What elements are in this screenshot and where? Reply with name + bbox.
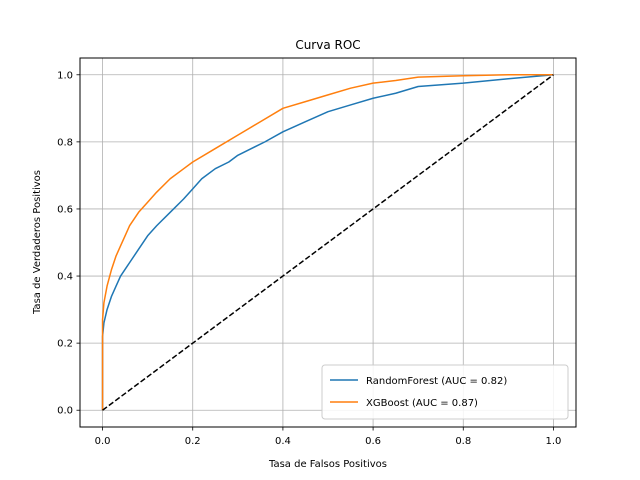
y-tick-label: 0.6 — [57, 204, 73, 215]
roc-curve-xgboost — [101, 74, 554, 411]
legend-label: XGBoost (AUC = 0.87) — [366, 398, 478, 409]
x-tick-label: 0.8 — [455, 436, 471, 447]
x-tick-label: 0.0 — [95, 436, 111, 447]
chart-title: Curva ROC — [295, 38, 360, 52]
series-layer — [101, 74, 554, 411]
y-tick-label: 0.2 — [57, 339, 73, 350]
x-tick-label: 0.4 — [275, 436, 291, 447]
y-axis-title: Tasa de Verdaderos Positivos — [32, 170, 43, 315]
y-tick-label: 0.0 — [57, 406, 73, 417]
x-tick-label: 1.0 — [546, 436, 562, 447]
y-axis: 0.0 0.2 0.4 0.6 0.8 1.0 — [57, 70, 80, 417]
y-tick-label: 0.4 — [57, 272, 73, 283]
y-tick-label: 0.8 — [57, 137, 73, 148]
x-tick-label: 0.2 — [185, 436, 201, 447]
legend-box — [321, 364, 569, 420]
plot-frame — [79, 57, 577, 428]
x-axis: 0.0 0.2 0.4 0.6 0.8 1.0 — [95, 427, 562, 447]
grid — [80, 58, 576, 427]
x-axis-title: Tasa de Falsos Positivos — [268, 459, 387, 470]
y-tick-label: 1.0 — [57, 70, 73, 81]
diagonal-reference-line — [102, 74, 554, 411]
roc-curve-randomforest — [101, 74, 554, 411]
x-tick-label: 0.6 — [365, 436, 381, 447]
legend: RandomForest (AUC = 0.82) XGBoost (AUC = … — [321, 364, 569, 420]
legend-label: RandomForest (AUC = 0.82) — [366, 376, 507, 387]
